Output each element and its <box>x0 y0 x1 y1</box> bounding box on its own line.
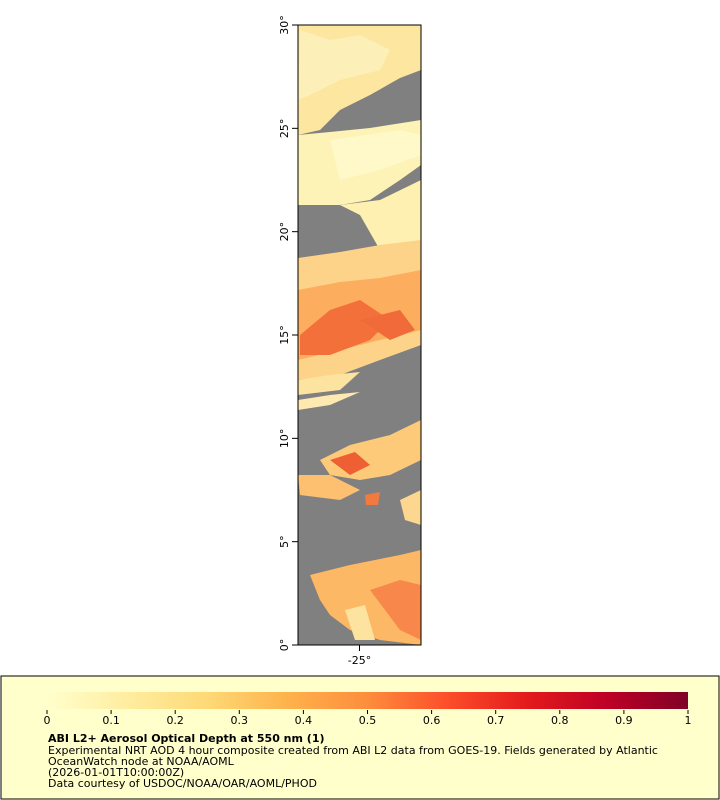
y-tick-label: 15° <box>278 325 291 345</box>
caption-line: Data courtesy of USDOC/NOAA/OAR/AOML/PHO… <box>48 777 317 790</box>
colorbar-tick-label: 0.6 <box>423 714 441 727</box>
caption-line: (2026-01-01T10:00:00Z) <box>48 766 184 779</box>
y-tick-label: 5° <box>278 535 291 548</box>
caption-line: Experimental NRT AOD 4 hour composite cr… <box>48 744 658 757</box>
colorbar-tick-label: 0.3 <box>231 714 249 727</box>
y-tick-label: 30° <box>278 15 291 35</box>
y-tick-label: 20° <box>278 222 291 242</box>
colorbar-tick-label: 0.9 <box>615 714 633 727</box>
colorbar-tick-label: 0.1 <box>102 714 120 727</box>
caption-title: ABI L2+ Aerosol Optical Depth at 550 nm … <box>48 732 325 745</box>
caption-line: OceanWatch node at NOAA/AOML <box>48 755 235 768</box>
colorbar-tick-label: 0.5 <box>359 714 377 727</box>
colorbar-tick-label: 0.8 <box>551 714 569 727</box>
map-image <box>298 25 421 645</box>
y-tick-label: 25° <box>278 119 291 139</box>
colorbar-tick-label: 0 <box>44 714 51 727</box>
colorbar-tick-label: 0.2 <box>166 714 184 727</box>
colorbar-tick-label: 1 <box>685 714 692 727</box>
y-tick-label: 10° <box>278 429 291 449</box>
x-tick-label: -25° <box>348 654 371 667</box>
colorbar-tick-label: 0.7 <box>487 714 505 727</box>
colorbar <box>47 692 688 709</box>
y-tick-label: 0° <box>278 639 291 652</box>
colorbar-tick-label: 0.4 <box>295 714 313 727</box>
